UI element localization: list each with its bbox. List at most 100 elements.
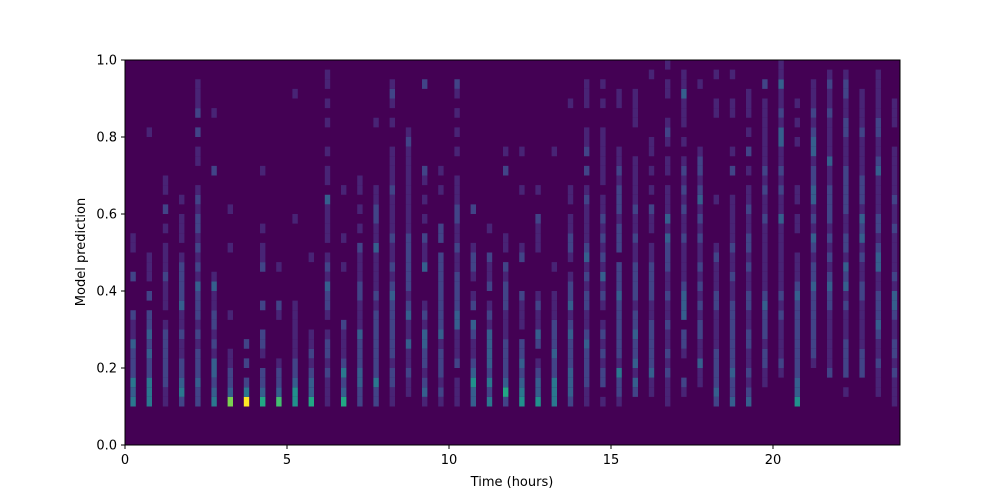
heatmap-cell	[389, 88, 395, 99]
heatmap-cell	[600, 291, 606, 301]
heatmap-cell	[648, 214, 655, 224]
heatmap-cell	[179, 252, 185, 263]
heatmap-cell	[567, 214, 574, 224]
heatmap-cell	[405, 319, 412, 330]
heatmap-cell	[762, 377, 768, 388]
heatmap-cell	[227, 368, 234, 378]
heatmap-cell	[875, 368, 881, 378]
heatmap-cell	[583, 377, 590, 388]
heatmap-cell	[794, 252, 800, 263]
heatmap-cell	[470, 329, 476, 340]
heatmap-cell	[389, 368, 395, 378]
heatmap-cell	[729, 271, 736, 282]
heatmap-cell	[179, 233, 185, 243]
heatmap-cell	[875, 204, 881, 214]
heatmap-cell	[664, 242, 671, 253]
heatmap-cell	[373, 281, 379, 291]
heatmap-cell	[486, 223, 493, 234]
heatmap-cell	[421, 175, 428, 186]
heatmap-cell	[794, 319, 800, 330]
heatmap-cell	[373, 387, 379, 397]
heatmap-cell	[664, 262, 671, 272]
heatmap-cell	[502, 396, 509, 407]
heatmap-cell	[616, 204, 622, 214]
heatmap-cell	[421, 252, 428, 263]
heatmap-cell	[697, 358, 703, 368]
heatmap-cell	[891, 348, 898, 359]
heatmap-cell	[632, 233, 638, 243]
heatmap-cell	[891, 98, 898, 109]
heatmap-cell	[794, 387, 800, 397]
heatmap-cell	[600, 233, 606, 243]
heatmap-cell	[648, 165, 655, 176]
heatmap-cell	[600, 223, 606, 234]
heatmap-cell	[357, 271, 363, 282]
heatmap-cell	[843, 69, 849, 80]
heatmap-cell	[778, 117, 784, 128]
heatmap-cell	[389, 377, 395, 388]
heatmap-cell	[195, 223, 201, 234]
heatmap-cell	[340, 233, 347, 243]
heatmap-cell	[324, 214, 331, 224]
heatmap-cell	[681, 329, 687, 340]
heatmap-cell	[729, 377, 736, 388]
heatmap-cell	[826, 310, 833, 320]
heatmap-cell	[648, 300, 655, 311]
heatmap-cell	[616, 291, 622, 301]
heatmap-cell	[778, 79, 784, 89]
heatmap-cell	[843, 156, 849, 166]
heatmap-cell	[745, 377, 752, 388]
heatmap-cell	[745, 348, 752, 359]
heatmap-cell	[648, 69, 655, 80]
heatmap-cell	[762, 291, 768, 301]
heatmap-cell	[778, 358, 784, 368]
heatmap-cell	[875, 69, 881, 80]
heatmap-cell	[130, 242, 136, 253]
heatmap-cell	[664, 165, 671, 176]
heatmap-cell	[438, 165, 444, 176]
heatmap-cell	[810, 165, 817, 176]
heatmap-cell	[324, 69, 331, 80]
y-tick-label: 0.4	[96, 285, 117, 300]
heatmap-cell	[632, 88, 638, 99]
heatmap-cell	[648, 137, 655, 147]
heatmap-cell	[227, 242, 234, 253]
heatmap-cell	[373, 233, 379, 243]
heatmap-cell	[583, 310, 590, 320]
heatmap-cell	[681, 300, 687, 311]
heatmap-cell	[745, 185, 752, 195]
heatmap-cell	[195, 146, 201, 157]
heatmap-cell	[778, 223, 784, 234]
heatmap-cell	[146, 319, 153, 330]
heatmap-cell	[324, 204, 331, 214]
heatmap-cell	[470, 271, 476, 282]
heatmap-cell	[195, 185, 201, 195]
heatmap-cell	[843, 233, 849, 243]
heatmap-cell	[762, 223, 768, 234]
heatmap-cell	[810, 252, 817, 263]
heatmap-cell	[454, 262, 460, 272]
heatmap-cell	[616, 377, 622, 388]
heatmap-cell	[681, 233, 687, 243]
heatmap-cell	[454, 271, 460, 282]
heatmap-cell	[891, 329, 898, 340]
heatmap-cell	[826, 368, 833, 378]
heatmap-cell	[583, 281, 590, 291]
heatmap-cell	[535, 223, 541, 234]
heatmap-cell	[470, 368, 476, 378]
heatmap-cell	[664, 127, 671, 137]
heatmap-cell	[454, 310, 460, 320]
heatmap-cell	[583, 146, 590, 157]
x-tick-label: 15	[603, 453, 620, 468]
heatmap-cell	[421, 165, 428, 176]
heatmap-cell	[681, 223, 687, 234]
heatmap-cell	[195, 358, 201, 368]
heatmap-cell	[600, 98, 606, 109]
heatmap-cell	[600, 368, 606, 378]
heatmap-cell	[405, 242, 412, 253]
heatmap-cell	[681, 252, 687, 263]
heatmap-cell	[470, 377, 476, 388]
heatmap-cell	[648, 387, 655, 397]
heatmap-cell	[179, 310, 185, 320]
heatmap-cell	[421, 300, 428, 311]
